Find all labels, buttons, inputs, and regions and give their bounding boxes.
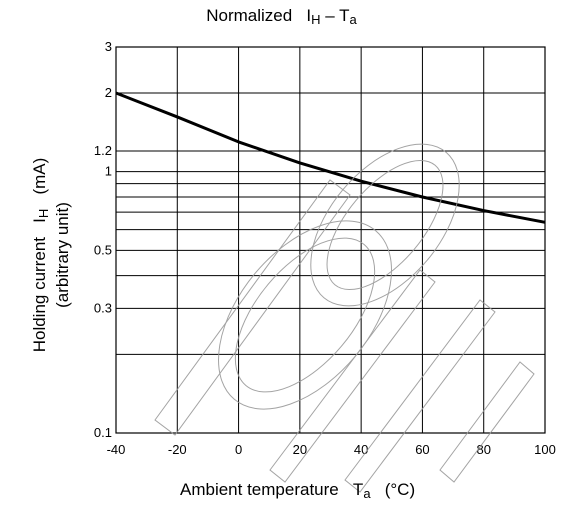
x-tick-label: 40: [354, 442, 368, 457]
y-axis-label-line1: Holding current IH (mA): [30, 158, 53, 353]
series-line-0: [115, 91, 546, 224]
y-tick-label: 0.1: [94, 425, 112, 440]
y-tick-label: 0.5: [94, 242, 112, 257]
watermark: [154, 143, 535, 493]
series-layer: [115, 91, 546, 224]
tick-labels: -40 -20 0 20 40 60 80 100 3 2 1.2 1 0.5 0.3 0.1: [94, 39, 556, 457]
title-symbol: I: [306, 6, 312, 25]
y-label-subscript: H: [36, 208, 51, 219]
chart-title: Normalized IH – Ta: [0, 6, 563, 27]
x-tick-label: -20: [168, 442, 187, 457]
x-label-subscript: a: [363, 486, 371, 501]
y-label-main: Holding current: [30, 237, 49, 353]
x-tick-label: -40: [107, 442, 126, 457]
x-axis-label: Ambient temperature Ta (°C): [180, 480, 415, 501]
y-tick-label: 2: [105, 85, 112, 100]
x-label-unit: (°C): [384, 480, 416, 499]
title-main: Normalized: [206, 6, 293, 25]
title-subscript: H: [311, 12, 321, 27]
y-label-unit: (mA): [30, 157, 49, 195]
x-tick-label: 100: [534, 442, 556, 457]
y-tick-label: 1.2: [94, 143, 112, 158]
x-label-main: Ambient temperature: [180, 480, 339, 499]
title-rest-subscript: a: [349, 12, 357, 27]
x-tick-label: 0: [235, 442, 242, 457]
y-tick-label: 1: [105, 164, 112, 179]
y-axis-label: Holding current IH (mA) (arbitrary unit): [30, 158, 72, 353]
x-tick-label: 60: [415, 442, 429, 457]
y-tick-label: 0.3: [94, 300, 112, 315]
y-tick-label: 3: [105, 39, 112, 54]
title-rest: – T: [325, 6, 350, 25]
x-tick-label: 80: [476, 442, 490, 457]
x-tick-label: 20: [293, 442, 307, 457]
y-axis-label-line2: (arbitrary unit): [53, 202, 72, 308]
x-label-symbol: T: [352, 480, 364, 499]
y-label-symbol: I: [30, 218, 49, 223]
